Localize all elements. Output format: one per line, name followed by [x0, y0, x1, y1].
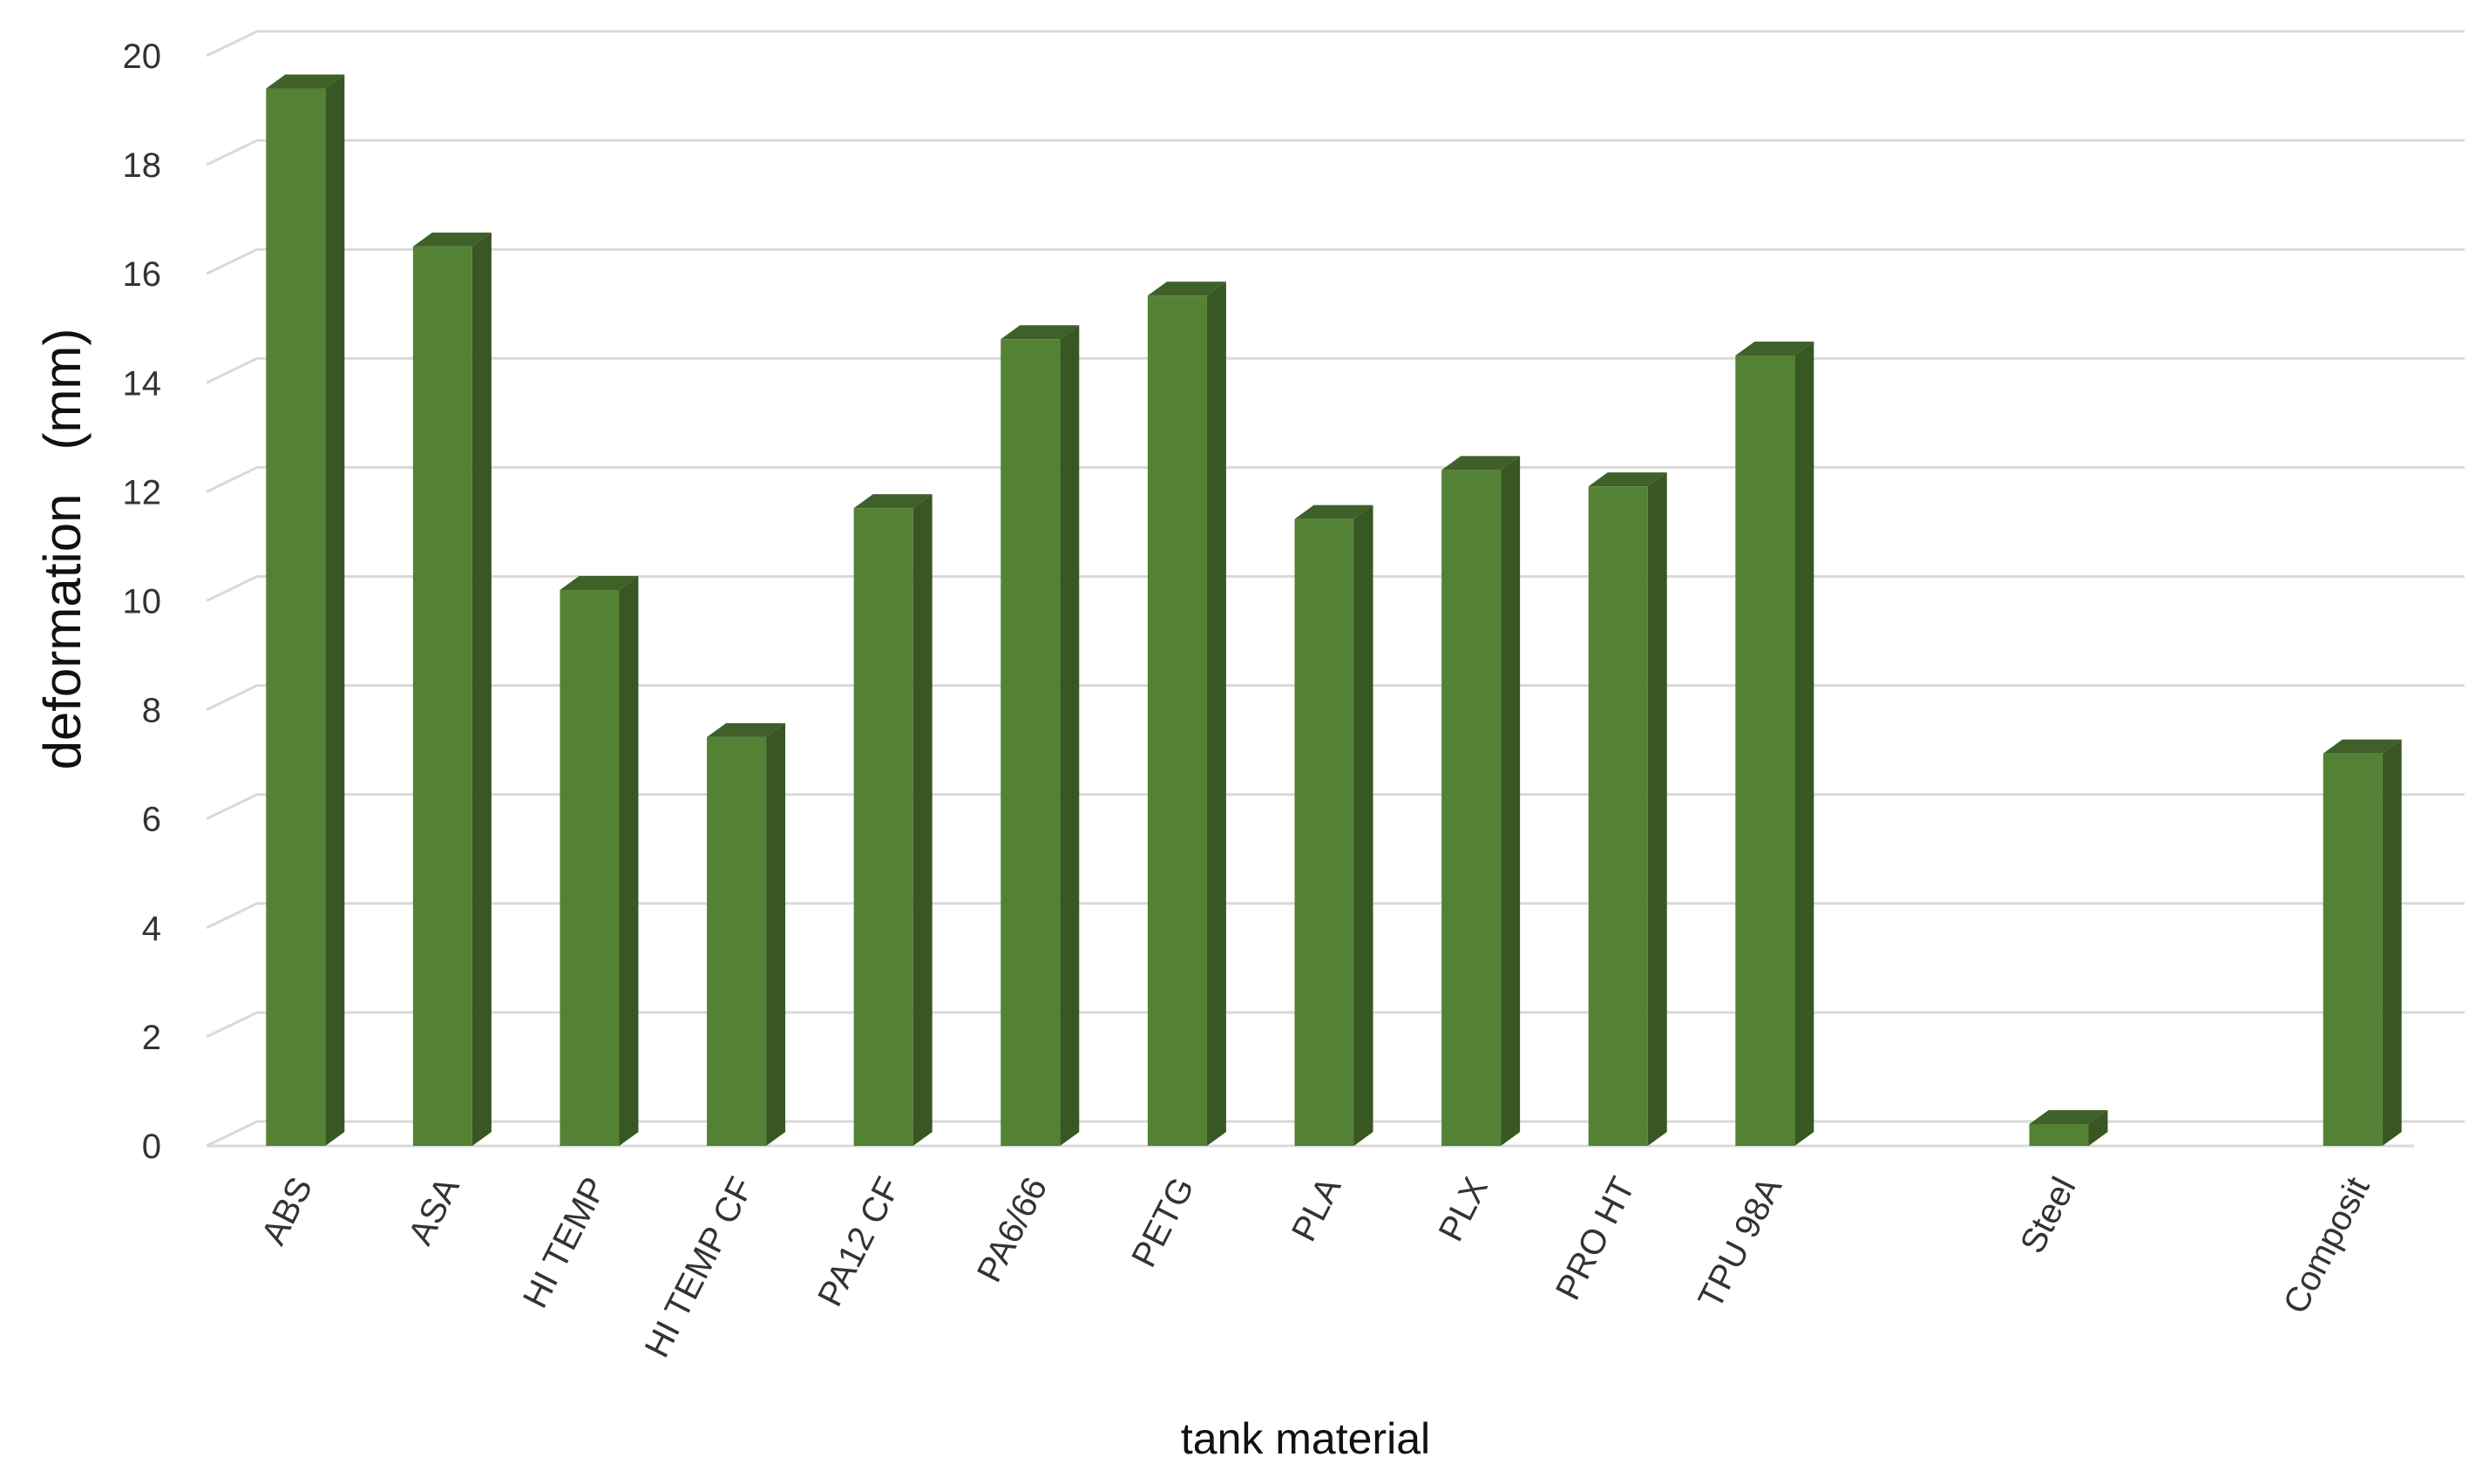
gridline	[206, 902, 2465, 930]
bar-side	[1060, 325, 1080, 1146]
x-tick-label: PRO HT	[1549, 1171, 1643, 1306]
bar-side	[2088, 1109, 2108, 1146]
bar	[560, 589, 620, 1146]
y-tick-label: 12	[123, 473, 162, 512]
gridline	[206, 684, 2465, 711]
bar-side	[766, 722, 786, 1146]
y-axis-ticks: 0 2 4 6 8 10 12 14 16 18 20	[123, 37, 162, 1166]
x-tick-label: HI TEMP CF	[638, 1171, 761, 1364]
gridline	[206, 465, 2465, 493]
y-tick-label: 4	[142, 910, 161, 948]
bar	[1735, 356, 1795, 1146]
x-tick-label: PA12 CF	[810, 1171, 908, 1312]
x-axis-ticks: ABS ASA HI TEMP HI TEMP CF PA12 CF PA6/66 PETG…	[254, 1171, 2377, 1364]
y-tick-label: 6	[142, 801, 161, 839]
bar-top	[2323, 739, 2402, 754]
bar-side	[1501, 456, 1521, 1146]
bar-side	[1647, 472, 1667, 1146]
bars	[266, 74, 2402, 1147]
bar-side	[471, 232, 492, 1146]
bar-top	[1588, 472, 1667, 487]
bar-top	[1000, 325, 1080, 340]
bar-top	[1294, 505, 1373, 519]
y-axis-title: deformation (mm)	[33, 329, 92, 770]
gridline	[206, 247, 2465, 275]
y-tick-label: 16	[123, 255, 162, 294]
y-tick-label: 18	[123, 146, 162, 185]
x-axis-title: tank material	[1181, 1414, 1430, 1463]
bar-side	[1353, 505, 1373, 1146]
bar	[1147, 295, 1207, 1147]
bar-top	[1735, 342, 1814, 356]
bar-side	[912, 494, 933, 1146]
bar	[1441, 470, 1502, 1146]
bar	[1000, 339, 1061, 1146]
bar-top	[1441, 456, 1521, 471]
y-tick-label: 14	[123, 364, 162, 403]
bar	[853, 508, 913, 1146]
bar-side	[2382, 739, 2402, 1146]
bar	[1588, 486, 1648, 1146]
bar	[707, 736, 767, 1146]
x-tick-label: PLX	[1432, 1171, 1496, 1247]
x-tick-label: Composit	[2276, 1171, 2377, 1320]
bar	[266, 88, 326, 1146]
bar	[412, 246, 472, 1146]
bar	[2323, 753, 2383, 1146]
gridline	[206, 1120, 2465, 1148]
bar-top	[412, 232, 492, 247]
y-tick-label: 10	[123, 583, 162, 621]
x-tick-label: PLA	[1285, 1171, 1349, 1248]
gridlines	[206, 30, 2465, 1148]
bar-side	[1794, 342, 1814, 1146]
x-tick-label: HI TEMP	[516, 1171, 614, 1314]
bar	[1294, 518, 1354, 1146]
bar-side	[325, 74, 345, 1146]
bar	[2029, 1123, 2089, 1146]
gridline	[206, 139, 2465, 166]
x-tick-label: PETG	[1124, 1171, 1202, 1273]
x-tick-label: TPU 98A	[1691, 1171, 1789, 1315]
y-tick-label: 20	[123, 37, 162, 76]
gridline	[206, 793, 2465, 821]
bar-side	[1206, 281, 1226, 1147]
x-tick-label: PA6/66	[970, 1171, 1055, 1288]
gridline	[206, 1011, 2465, 1039]
bar-top	[1147, 281, 1226, 296]
y-tick-label: 0	[142, 1128, 161, 1166]
bar-side	[619, 575, 639, 1146]
gridline	[206, 356, 2465, 384]
gridline	[206, 30, 2465, 58]
y-tick-label: 2	[142, 1019, 161, 1057]
x-tick-label: ABS	[254, 1171, 321, 1250]
bar-top	[707, 722, 786, 737]
bar-top	[560, 575, 639, 590]
y-tick-label: 8	[142, 692, 161, 730]
x-tick-label: ASA	[401, 1171, 467, 1251]
bar-top	[2029, 1109, 2108, 1124]
bar-top	[266, 74, 345, 89]
bar-top	[853, 494, 933, 509]
gridline	[206, 575, 2465, 602]
x-tick-label: Steel	[2013, 1171, 2084, 1259]
